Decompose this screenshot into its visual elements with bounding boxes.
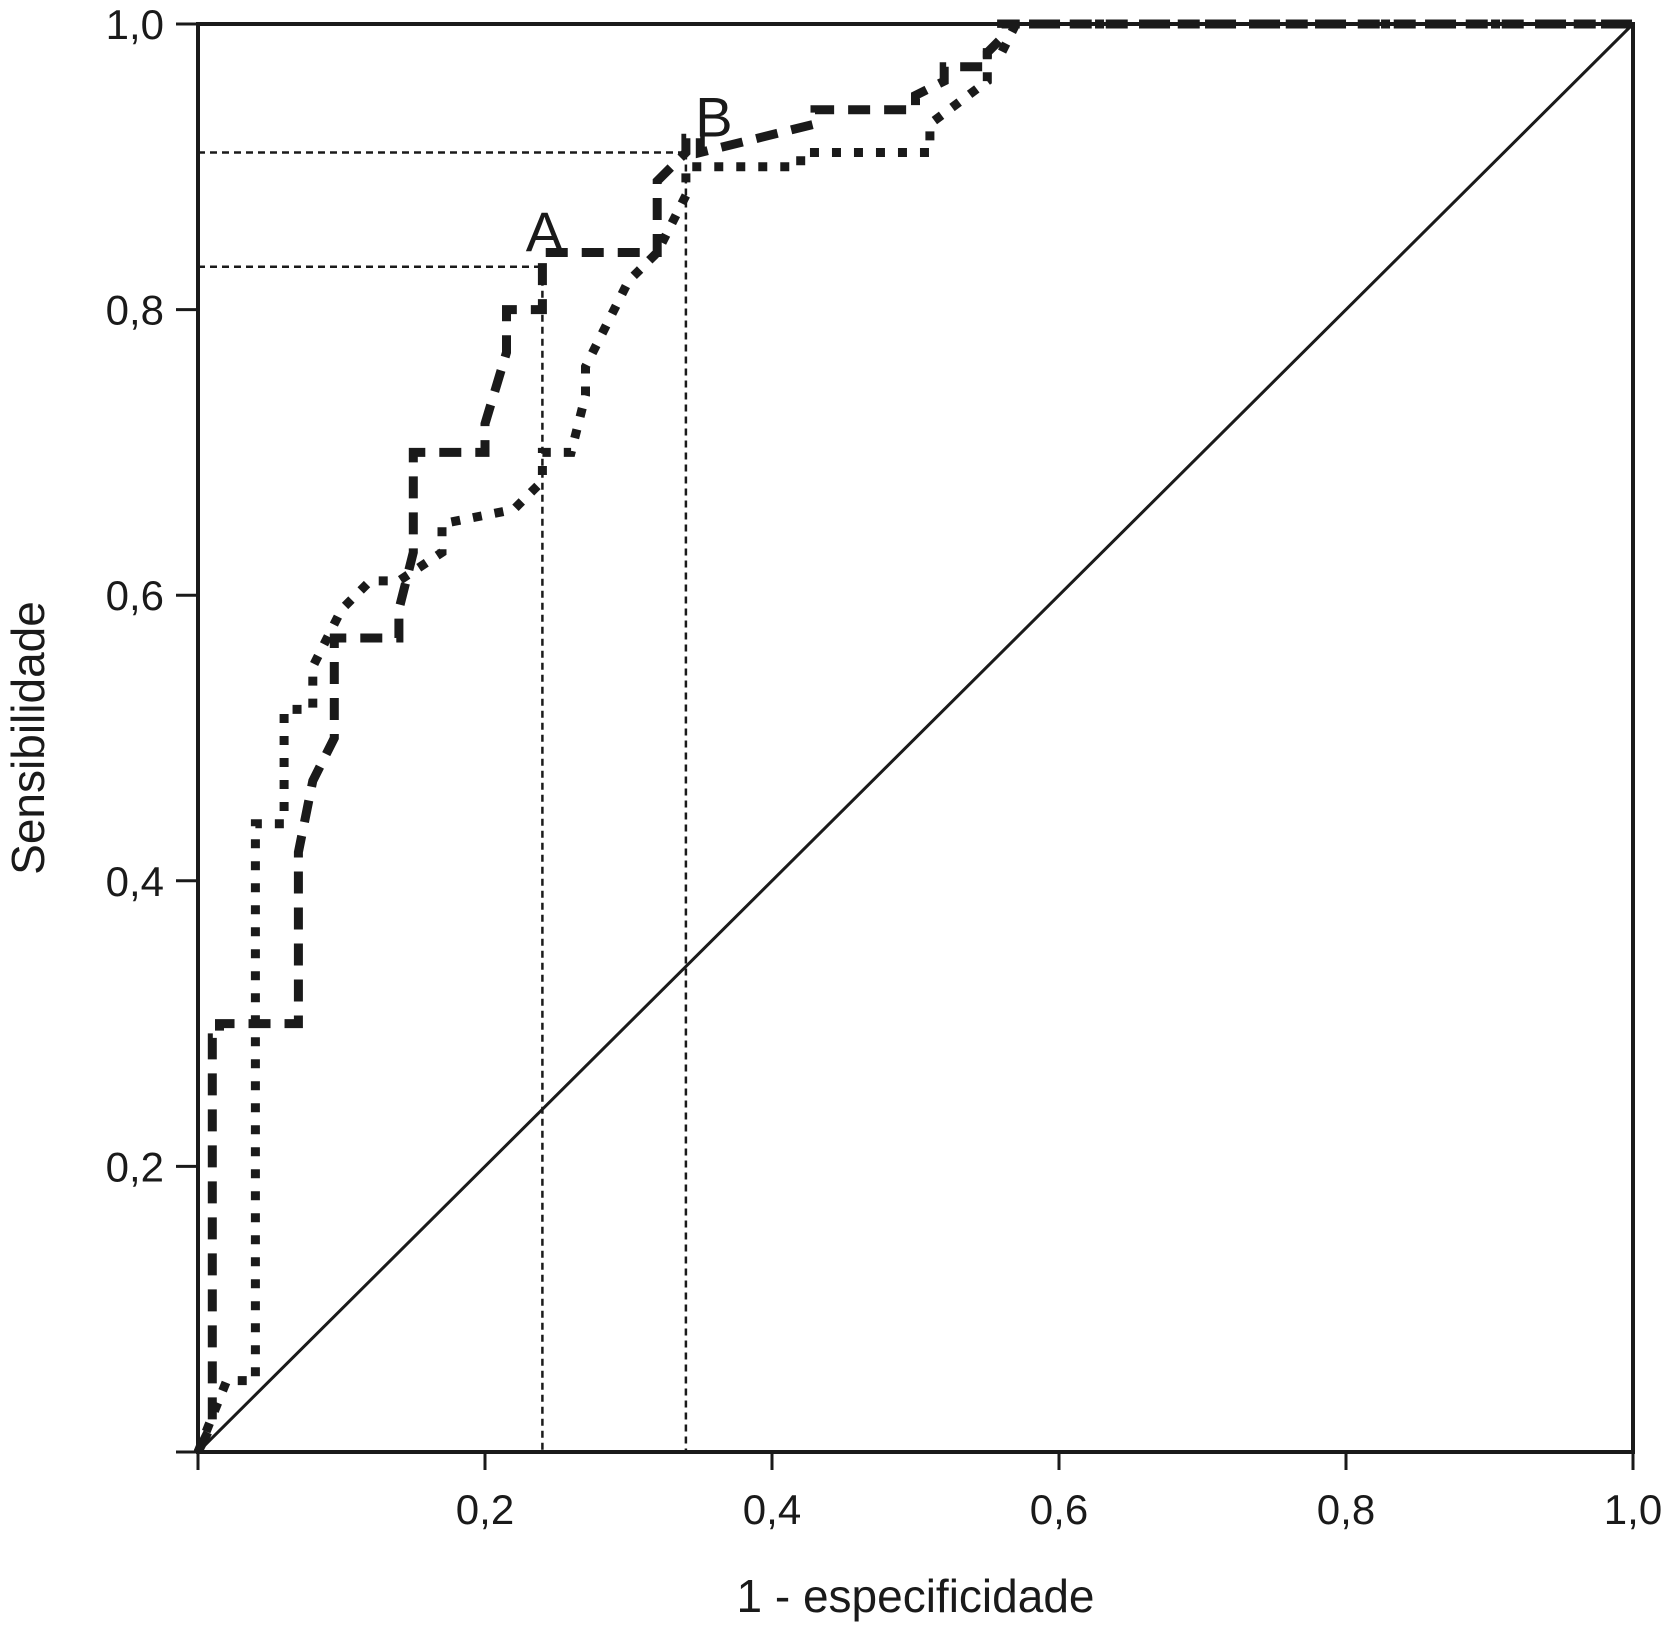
y-tick-label: 0,8 bbox=[106, 287, 164, 334]
cutoff-guide-layer bbox=[198, 151, 688, 1452]
x-tick-label: 0,4 bbox=[743, 1486, 801, 1533]
y-axis-title: Sensibilidade bbox=[2, 601, 54, 875]
x-tick-label: 0,8 bbox=[1317, 1486, 1375, 1533]
x-tick-label: 1,0 bbox=[1604, 1486, 1662, 1533]
reference-diagonal-layer bbox=[196, 22, 1635, 1454]
y-tick-label: 0,2 bbox=[106, 1143, 164, 1190]
x-axis-title: 1 - especificidade bbox=[737, 1570, 1095, 1622]
x-tick-label: 0,2 bbox=[456, 1486, 514, 1533]
cutoff-point-label: A bbox=[526, 200, 564, 263]
y-tick-label: 0,6 bbox=[106, 572, 164, 619]
roc-curve-dashed bbox=[193, 19, 1633, 1455]
x-tick-label: 0,6 bbox=[1030, 1486, 1088, 1533]
y-tick-label: 1,0 bbox=[106, 1, 164, 48]
roc-curves-layer bbox=[193, 19, 1633, 1455]
reference-diagonal-line bbox=[196, 22, 1635, 1454]
axes-layer bbox=[176, 22, 1635, 1470]
cutoff-point-label: B bbox=[695, 86, 732, 149]
plot-frame bbox=[196, 22, 1635, 1454]
y-tick-label: 0,4 bbox=[106, 858, 164, 905]
